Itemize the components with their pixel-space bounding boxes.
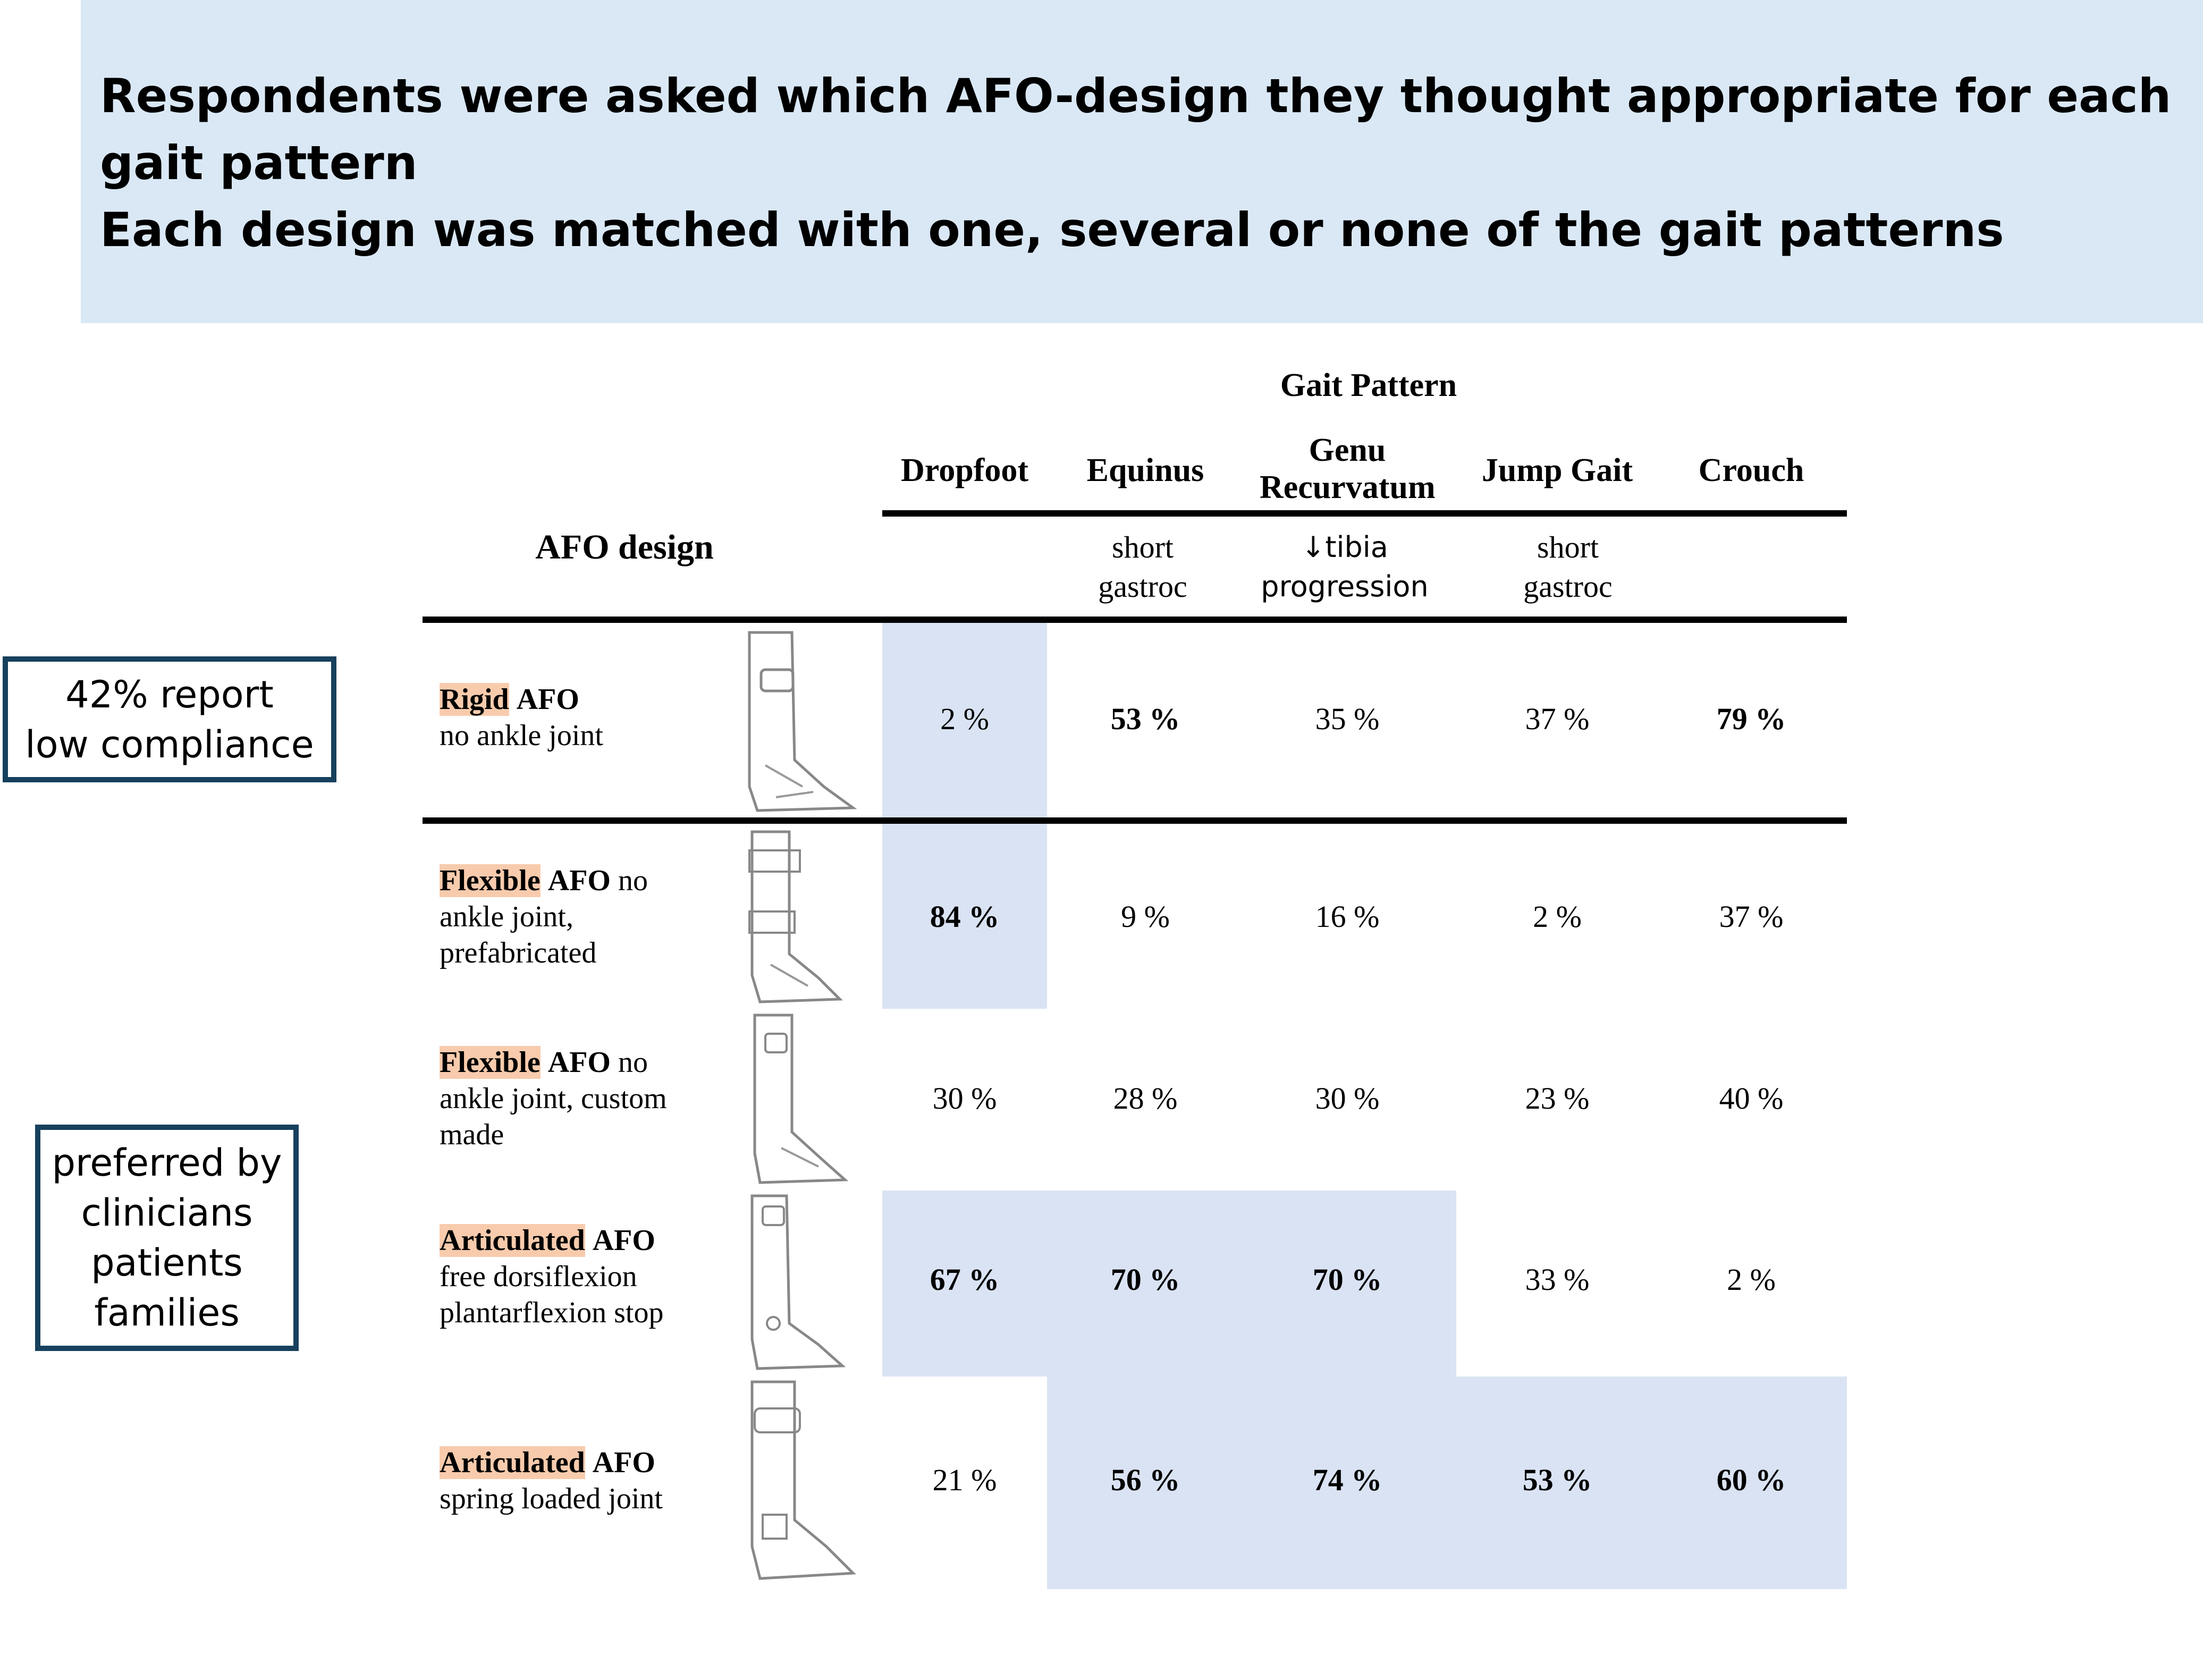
highlight-cell [882, 623, 1047, 817]
percent-cell: 79 % [1716, 702, 1786, 736]
highlight-cell [1047, 1377, 1847, 1589]
callout-line: 42% report [65, 672, 274, 716]
percent-cell: 16 % [1315, 899, 1380, 934]
callout-line: patients [91, 1241, 243, 1285]
percent-cell: 2 % [1727, 1262, 1776, 1297]
design-label: Articulated AFO spring loaded joint [440, 1446, 663, 1515]
preferred-callout: preferred by clinicians patients familie… [35, 1125, 299, 1351]
percent-cell: 2 % [940, 702, 989, 736]
percent-cell: 37 % [1719, 899, 1784, 934]
flexible-afo-icon [748, 830, 843, 1003]
callout-line: low compliance [25, 722, 314, 766]
group-header: Gait Pattern [1280, 367, 1457, 403]
percent-cell: 35 % [1315, 702, 1380, 736]
spring-afo-icon [750, 1380, 856, 1580]
percent-cell: 30 % [1315, 1081, 1380, 1116]
percent-cell: 56 % [1110, 1463, 1180, 1497]
percent-cell: 33 % [1525, 1262, 1590, 1297]
percent-cell: 67 % [930, 1262, 1000, 1297]
percent-cell: 28 % [1113, 1081, 1178, 1116]
percent-cell: 40 % [1719, 1081, 1784, 1116]
percent-cell: 2 % [1533, 899, 1582, 934]
banner-line-1: Respondents were asked which AFO-design … [100, 69, 2172, 190]
column-subheader: ↓tibia progression [1261, 530, 1429, 603]
callout-line: preferred by [52, 1141, 282, 1185]
column-header: Dropfoot [901, 452, 1028, 488]
percent-cell: 23 % [1525, 1081, 1590, 1116]
design-label: Articulated AFO free dorsiflexion planta… [440, 1224, 664, 1329]
design-label: Rigid AFO no ankle joint [440, 683, 603, 752]
percent-cell: 53 % [1522, 1463, 1592, 1497]
percent-cell: 37 % [1525, 702, 1590, 736]
header-rule [423, 617, 1847, 623]
row-rule [423, 817, 1847, 824]
column-header: Crouch [1698, 452, 1804, 488]
column-subheader: short gastroc [1098, 530, 1187, 604]
header-rule [882, 510, 1847, 517]
highlight-cell [882, 1191, 1456, 1377]
column-header: Genu Recurvatum [1260, 432, 1436, 505]
percent-cell: 70 % [1312, 1262, 1382, 1297]
column-subheader: short gastroc [1523, 530, 1613, 604]
callout-line: clinicians [81, 1191, 253, 1235]
percent-cell: 30 % [932, 1081, 997, 1116]
rigid-afo-icon [748, 631, 857, 812]
column-header: Equinus [1086, 452, 1204, 488]
percent-cell: 84 % [930, 899, 1000, 934]
percent-cell: 21 % [932, 1463, 997, 1497]
highlight-cell [882, 824, 1047, 1009]
design-label: Flexible AFO no ankle joint, custom made [440, 1046, 667, 1151]
afo-table: Gait Pattern Dropfoot Equinus Genu Recur… [423, 351, 1847, 1589]
custom-flexible-afo-icon [753, 1014, 849, 1184]
percent-cell: 70 % [1110, 1262, 1180, 1297]
percent-cell: 53 % [1110, 702, 1180, 736]
design-label: Flexible AFO no ankle joint, prefabricat… [440, 864, 648, 969]
percent-cell: 60 % [1716, 1463, 1786, 1497]
percent-cell: 74 % [1312, 1463, 1382, 1497]
row-header: AFO design [535, 528, 714, 567]
compliance-callout: 42% report low compliance [3, 656, 336, 782]
percent-cell: 9 % [1121, 899, 1170, 934]
banner-line-2: Each design was matched with one, severa… [100, 202, 2004, 257]
column-header: Jump Gait [1481, 452, 1633, 488]
articulated-afo-icon [750, 1194, 846, 1370]
title-banner: Respondents were asked which AFO-design … [81, 0, 2203, 323]
callout-line: families [94, 1291, 240, 1335]
